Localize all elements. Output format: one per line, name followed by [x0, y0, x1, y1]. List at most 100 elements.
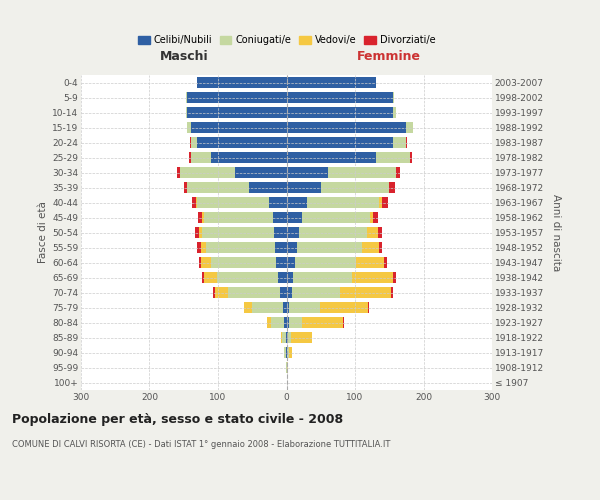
Bar [191, 136, 197, 148]
Bar [235, 166, 287, 178]
Bar [287, 346, 289, 358]
Bar [202, 272, 204, 283]
Bar [198, 212, 202, 224]
Bar [215, 286, 228, 298]
Bar [287, 152, 376, 164]
Bar [205, 212, 273, 224]
Bar [191, 122, 287, 134]
Bar [368, 302, 370, 314]
Bar [287, 166, 328, 178]
Bar [286, 362, 287, 374]
Bar [181, 166, 235, 178]
Bar [389, 182, 395, 194]
Text: COMUNE DI CALVI RISORTA (CE) - Dati ISTAT 1° gennaio 2008 - Elaborazione TUTTITA: COMUNE DI CALVI RISORTA (CE) - Dati ISTA… [12, 440, 391, 449]
Bar [289, 346, 292, 358]
Text: Femmine: Femmine [357, 50, 421, 63]
Bar [292, 286, 340, 298]
Text: Popolazione per età, sesso e stato civile - 2008: Popolazione per età, sesso e stato civil… [12, 412, 343, 426]
Bar [286, 346, 287, 358]
Bar [291, 332, 312, 344]
Bar [192, 196, 196, 208]
Bar [396, 166, 400, 178]
Bar [187, 106, 287, 118]
Bar [287, 362, 288, 374]
Bar [252, 302, 283, 314]
Bar [177, 166, 181, 178]
Bar [376, 152, 410, 164]
Bar [187, 182, 249, 194]
Bar [286, 332, 287, 344]
Bar [201, 242, 206, 254]
Bar [287, 196, 307, 208]
Bar [406, 136, 407, 148]
Bar [367, 226, 377, 238]
Bar [287, 332, 288, 344]
Bar [302, 212, 370, 224]
Y-axis label: Fasce di età: Fasce di età [38, 202, 48, 264]
Bar [293, 272, 352, 283]
Bar [188, 152, 191, 164]
Bar [289, 302, 320, 314]
Bar [197, 196, 269, 208]
Bar [213, 286, 215, 298]
Bar [202, 212, 204, 224]
Bar [352, 272, 392, 283]
Bar [302, 316, 343, 328]
Bar [356, 256, 384, 268]
Bar [191, 152, 211, 164]
Bar [287, 212, 302, 224]
Bar [281, 332, 283, 344]
Bar [307, 196, 379, 208]
Bar [321, 182, 389, 194]
Bar [287, 226, 299, 238]
Bar [287, 182, 321, 194]
Bar [287, 106, 392, 118]
Bar [274, 226, 287, 238]
Bar [382, 196, 388, 208]
Bar [275, 242, 287, 254]
Bar [379, 242, 382, 254]
Bar [320, 302, 368, 314]
Bar [392, 136, 406, 148]
Bar [284, 316, 287, 328]
Bar [280, 286, 287, 298]
Legend: Celibi/Nubili, Coniugati/e, Vedovi/e, Divorziati/e: Celibi/Nubili, Coniugati/e, Vedovi/e, Di… [134, 31, 439, 49]
Bar [228, 286, 280, 298]
Bar [328, 166, 396, 178]
Bar [287, 122, 406, 134]
Bar [283, 332, 286, 344]
Bar [186, 106, 187, 118]
Bar [379, 196, 382, 208]
Bar [287, 272, 293, 283]
Bar [287, 256, 295, 268]
Bar [217, 272, 278, 283]
Bar [392, 92, 394, 104]
Bar [343, 316, 344, 328]
Bar [406, 122, 413, 134]
Bar [195, 226, 199, 238]
Bar [295, 256, 356, 268]
Bar [287, 136, 392, 148]
Bar [284, 346, 286, 358]
Bar [276, 256, 287, 268]
Bar [288, 332, 291, 344]
Bar [206, 242, 275, 254]
Bar [392, 272, 396, 283]
Bar [244, 302, 252, 314]
Bar [202, 226, 274, 238]
Bar [199, 256, 201, 268]
Bar [197, 136, 287, 148]
Bar [204, 272, 217, 283]
Bar [271, 316, 284, 328]
Bar [392, 106, 396, 118]
Bar [190, 136, 191, 148]
Bar [201, 256, 211, 268]
Bar [211, 152, 287, 164]
Bar [187, 122, 191, 134]
Bar [197, 242, 201, 254]
Bar [340, 286, 391, 298]
Bar [268, 316, 271, 328]
Bar [278, 272, 287, 283]
Bar [287, 92, 392, 104]
Bar [269, 196, 287, 208]
